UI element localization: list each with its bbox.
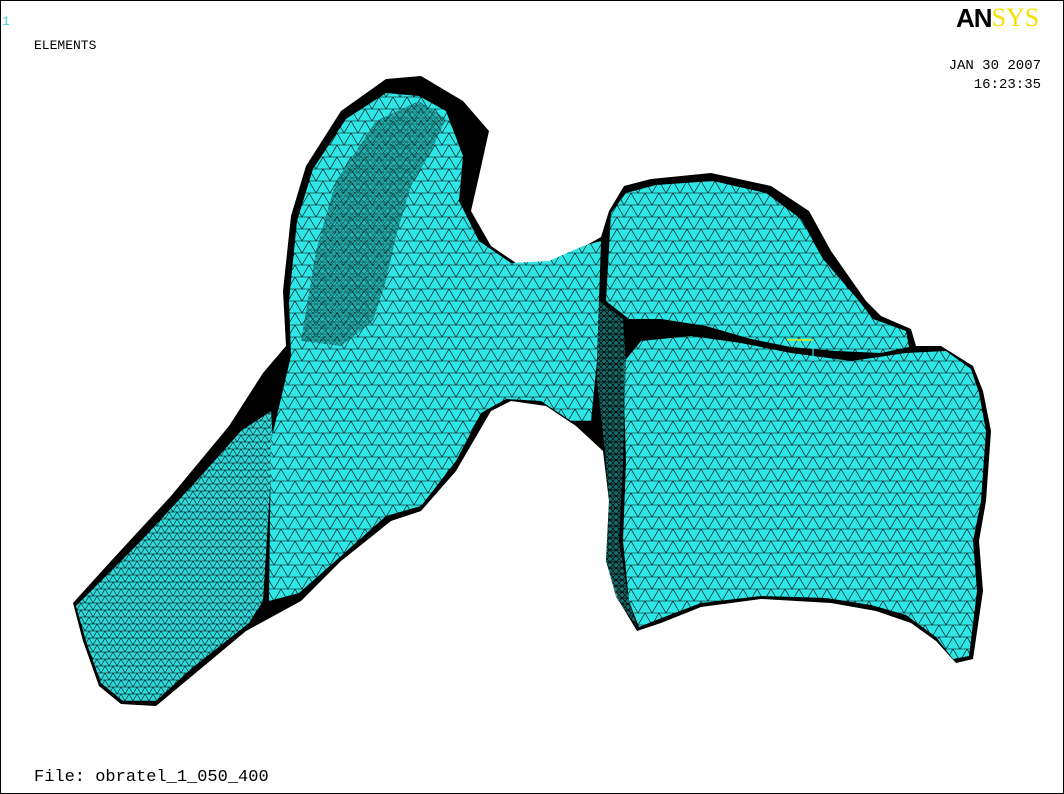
mesh-region-left-process: [76, 411, 273, 701]
plot-time: 16:23:35: [973, 77, 1041, 93]
logo-text-an: AN: [956, 3, 993, 33]
plot-date: JAN 30 2007: [948, 58, 1041, 74]
mesh-region-body-side: [597, 301, 637, 627]
mesh-region-vertebral-body: [623, 336, 986, 659]
file-info: File: obratel_1_050_400: [34, 768, 269, 787]
plot-type-label: ELEMENTS: [34, 38, 97, 53]
file-label: File:: [34, 768, 86, 787]
mesh-region-upper-right: [606, 181, 909, 353]
coordinate-triad: [787, 339, 814, 361]
ansys-logo: AN SYS: [956, 3, 1040, 33]
mesh-region-arch-shade: [301, 101, 446, 346]
logo-text-sys: SYS: [991, 3, 1040, 32]
mesh-region-arch: [269, 93, 601, 601]
window-number: 1: [2, 14, 10, 29]
file-name: obratel_1_050_400: [95, 768, 269, 787]
